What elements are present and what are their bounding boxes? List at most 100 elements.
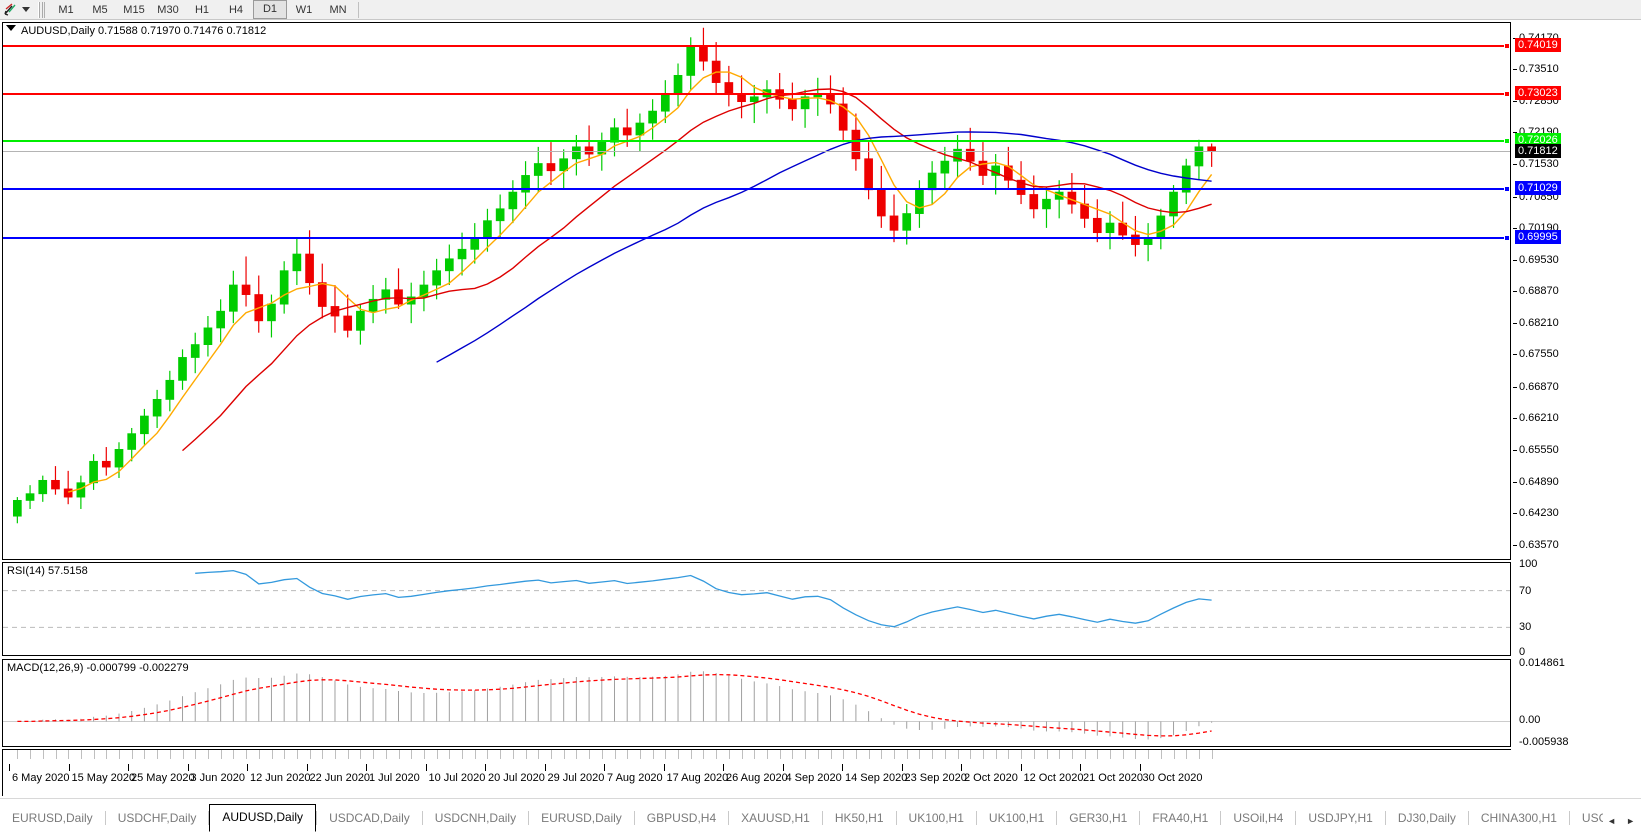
date-label-tick xyxy=(663,764,665,771)
date-label-tick xyxy=(1020,764,1022,771)
chart-tab-dj30-daily[interactable]: DJ30,Daily xyxy=(1397,811,1456,825)
timeframe-m5[interactable]: M5 xyxy=(92,3,108,16)
tab-separator xyxy=(1467,811,1469,825)
date-label-tick xyxy=(9,764,10,771)
price-badge-current-price[interactable]: 0.71812 xyxy=(1515,143,1561,158)
date-tick xyxy=(957,750,959,759)
date-tick xyxy=(1033,750,1035,759)
level-line-resistance-upper[interactable] xyxy=(3,43,1510,49)
date-axis[interactable]: 6 May 2020 15 May 2020 25 May 2020 3 Jun 20… xyxy=(2,749,1511,796)
tab-next-icon[interactable]: ► xyxy=(1626,816,1635,826)
date-label: 17 Aug 2020 xyxy=(666,772,729,784)
price-tick-label: 0.66210 xyxy=(1519,412,1559,425)
date-tick xyxy=(716,750,718,759)
timeframe-w1[interactable]: W1 xyxy=(295,3,313,16)
crosshair-tool-icon[interactable] xyxy=(0,1,22,19)
timeframe-h1[interactable]: H1 xyxy=(194,3,210,16)
chart-tab-audusd-daily[interactable]: AUDUSD,Daily xyxy=(209,804,317,832)
timeframe-mn[interactable]: MN xyxy=(329,3,347,16)
chart-tab-eurusd-daily[interactable]: EURUSD,Daily xyxy=(541,811,622,825)
date-label-tick xyxy=(1139,764,1141,771)
chart-tab-uk100-h1[interactable]: UK100,H1 xyxy=(908,811,964,825)
date-label-tick xyxy=(128,764,129,771)
chevron-down-icon[interactable] xyxy=(22,7,30,12)
date-tick xyxy=(487,750,489,759)
price-badge-resistance-lower[interactable]: 0.73023 xyxy=(1515,85,1561,100)
date-label-tick xyxy=(485,764,486,771)
chart-tab-hk50-h1[interactable]: HK50,H1 xyxy=(834,811,884,825)
chart-tab-usoil-h1[interactable]: USOil,H1 xyxy=(1581,811,1603,825)
timeframe-m30[interactable]: M30 xyxy=(157,3,179,16)
tab-separator xyxy=(1384,811,1386,825)
chart-tab-usdjpy-h1[interactable]: USDJPY,H1 xyxy=(1308,811,1373,825)
level-line-current-price[interactable] xyxy=(3,150,1510,152)
price-tick-mark xyxy=(1513,513,1517,515)
date-label-tick xyxy=(544,764,546,771)
price-badge-resistance-upper[interactable]: 0.74019 xyxy=(1515,38,1561,52)
tab-nav: ◄ ► xyxy=(1603,816,1641,832)
rsi-pane[interactable]: RSI(14) 57.5158 xyxy=(2,562,1511,656)
level-line-support-upper[interactable] xyxy=(3,185,1510,192)
timeframe-m15[interactable]: M15 xyxy=(123,3,145,16)
rsi-tick-label: 100 xyxy=(1519,558,1538,570)
price-tick-mark xyxy=(1513,259,1517,261)
price-badge-support-upper[interactable]: 0.71029 xyxy=(1515,180,1561,195)
level-line-support-lower[interactable] xyxy=(3,235,1510,242)
date-tick xyxy=(1198,750,1200,759)
price-pane[interactable]: AUDUSD,Daily 0.71588 0.71970 0.71476 0.7… xyxy=(2,22,1511,560)
level-line-resistance-lower[interactable] xyxy=(3,90,1510,97)
chart-tab-usdcad-daily[interactable]: USDCAD,Daily xyxy=(329,811,410,825)
date-tick xyxy=(1135,750,1137,759)
price-tick-mark xyxy=(1513,100,1517,102)
timeframe-m1[interactable]: M1 xyxy=(58,3,74,16)
pane-collapse-icon[interactable] xyxy=(6,25,16,31)
timeframe-h4[interactable]: H4 xyxy=(228,3,244,16)
price-badge-support-lower[interactable]: 0.69995 xyxy=(1515,230,1561,245)
date-tick xyxy=(868,750,870,759)
tab-separator xyxy=(1139,811,1141,825)
date-tick xyxy=(944,750,946,759)
level-handle[interactable] xyxy=(1504,235,1510,242)
tab-separator xyxy=(1295,811,1297,825)
macd-pane[interactable]: MACD(12,26,9) -0.000799 -0.002279 xyxy=(2,659,1511,747)
date-label: 20 Jul 2020 xyxy=(488,772,545,784)
chart-tab-china300-h1[interactable]: CHINA300,H1 xyxy=(1480,811,1557,825)
tab-separator xyxy=(821,811,823,825)
price-tick-mark xyxy=(1513,196,1517,198)
chart-tab-ger30-h1[interactable]: GER30,H1 xyxy=(1069,811,1128,825)
tab-separator xyxy=(895,811,897,825)
chart-tab-usdchf-daily[interactable]: USDCHF,Daily xyxy=(117,811,197,825)
rsi-tick-label: 70 xyxy=(1519,584,1532,597)
date-tick xyxy=(665,750,667,759)
timeframe-d1[interactable]: D1 xyxy=(253,0,287,19)
rsi-scale: 100 70 30 0 xyxy=(1513,558,1639,658)
date-tick xyxy=(474,750,476,759)
level-handle[interactable] xyxy=(1504,90,1510,97)
tab-prev-icon[interactable]: ◄ xyxy=(1607,816,1617,826)
date-tick xyxy=(360,750,362,759)
chart-tab-uk100-h1[interactable]: UK100,H1 xyxy=(988,811,1045,825)
date-tick xyxy=(830,750,832,759)
chart-tab-eurusd-daily[interactable]: EURUSD,Daily xyxy=(12,811,93,825)
date-tick xyxy=(411,750,413,759)
date-tick xyxy=(779,750,781,759)
level-handle[interactable] xyxy=(1504,138,1510,145)
chart-tab-gbpusd-h4[interactable]: GBPUSD,H4 xyxy=(646,811,717,825)
level-line-pivot-green[interactable] xyxy=(3,138,1510,145)
date-tick xyxy=(652,750,654,759)
chart-tab-usdcnh-daily[interactable]: USDCNH,Daily xyxy=(434,811,517,825)
price-scale[interactable]: 0.741700.735100.728500.721900.715300.708… xyxy=(1513,22,1639,560)
chart-tab-xauusd-h1[interactable]: XAUUSD,H1 xyxy=(741,811,810,825)
chart-tab-usoil-h4[interactable]: USOil,H4 xyxy=(1233,811,1284,825)
date-label: 25 May 2020 xyxy=(131,772,195,784)
date-label-tick xyxy=(901,764,903,771)
chart-tab-fra40-h1[interactable]: FRA40,H1 xyxy=(1152,811,1209,825)
toolbar-grip[interactable] xyxy=(38,1,45,18)
level-handle[interactable] xyxy=(1504,185,1510,192)
price-tick-label: 0.63570 xyxy=(1519,538,1559,551)
date-tick xyxy=(855,750,857,759)
date-tick xyxy=(741,750,743,759)
tab-separator xyxy=(975,811,977,825)
date-tick xyxy=(347,750,349,759)
level-handle[interactable] xyxy=(1504,43,1510,49)
